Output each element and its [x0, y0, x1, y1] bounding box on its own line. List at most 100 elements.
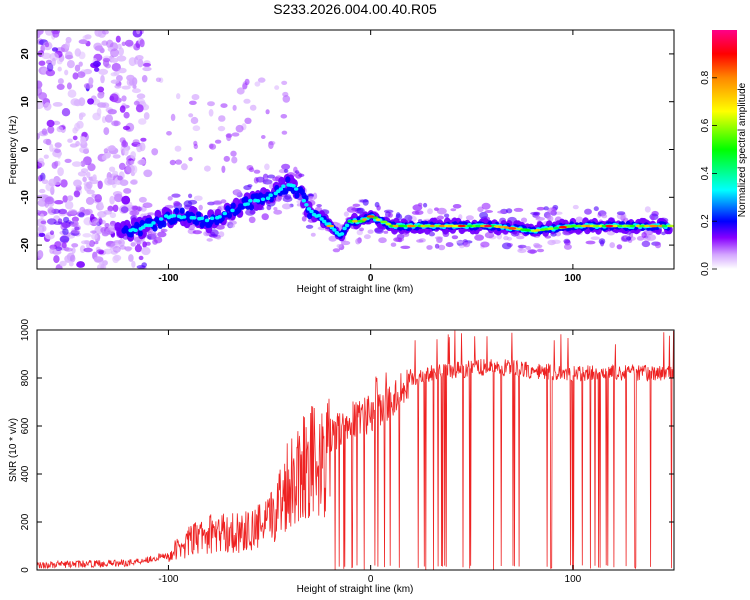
heatmap-cell: [39, 188, 46, 194]
heatmap-cell: [267, 174, 276, 179]
heatmap-cell: [361, 218, 368, 221]
heatmap-cell: [53, 255, 60, 264]
spectrogram-heatmap: [37, 30, 674, 269]
heatmap-cell: [136, 30, 141, 35]
heatmap-cell: [520, 217, 528, 223]
heatmap-cell: [150, 233, 158, 241]
heatmap-cell: [74, 226, 80, 231]
heatmap-cell: [115, 35, 121, 43]
heatmap-cell: [91, 218, 101, 226]
heatmap-cell: [73, 179, 82, 187]
heatmap-cell: [114, 84, 122, 89]
heatmap-cell: [244, 78, 250, 86]
heatmap-cell: [47, 125, 55, 134]
heatmap-cell: [236, 87, 245, 95]
heatmap-cell: [70, 254, 76, 263]
heatmap-cell: [534, 228, 541, 232]
heatmap-cell: [243, 98, 251, 104]
heatmap-cell: [102, 57, 111, 63]
heatmap-cell: [383, 230, 389, 234]
heatmap-cell: [355, 238, 361, 245]
heatmap-cell: [245, 202, 250, 206]
heatmap-cell: [626, 236, 632, 241]
heatmap-cell: [38, 232, 46, 237]
heatmap-cell: [43, 102, 52, 111]
heatmap-cell: [38, 157, 44, 164]
heatmap-cell: [181, 215, 187, 219]
heatmap-cell: [129, 210, 140, 217]
heatmap-cell: [400, 245, 411, 249]
heatmap-cell: [110, 72, 118, 77]
heatmap-cell: [283, 168, 289, 173]
heatmap-cell: [137, 159, 147, 166]
spectrogram-y-axis-label: Frequency (Hz): [8, 116, 19, 185]
heatmap-cell: [437, 237, 443, 243]
heatmap-cell: [254, 81, 261, 87]
colorbar-ticks: 0.0 0.2 0.4 0.6 0.8: [700, 70, 717, 276]
heatmap-cell: [558, 225, 567, 229]
heatmap-cell: [418, 202, 423, 207]
heatmap-cell: [71, 161, 82, 167]
heatmap-cell: [278, 187, 284, 191]
heatmap-cell: [301, 198, 306, 203]
heatmap-cell: [548, 215, 554, 222]
heatmap-cell: [148, 223, 154, 228]
heatmap-cell: [62, 195, 68, 203]
heatmap-cell: [41, 179, 49, 185]
heatmap-cell: [508, 227, 517, 230]
heatmap-cell: [265, 109, 270, 115]
heatmap-cell: [68, 209, 78, 215]
heatmap-cell: [138, 118, 147, 125]
snr-y-tick-label: 800: [20, 369, 31, 386]
heatmap-cell: [63, 216, 70, 223]
heatmap-cell: [174, 207, 180, 215]
heatmap-cell: [609, 242, 615, 249]
heatmap-cell: [366, 215, 375, 218]
heatmap-cell: [83, 247, 93, 253]
heatmap-cell: [650, 215, 655, 221]
heatmap-cell: [462, 241, 471, 248]
heatmap-cell: [176, 93, 181, 100]
heatmap-cell: [306, 207, 312, 211]
heatmap-cell: [427, 208, 433, 215]
heatmap-cell: [142, 202, 153, 208]
heatmap-cell: [231, 132, 240, 137]
heatmap-cell: [141, 75, 148, 83]
heatmap-cell: [316, 213, 322, 218]
heatmap-cell: [38, 92, 48, 100]
heatmap-cell: [388, 212, 393, 218]
heatmap-cell: [142, 241, 147, 248]
heatmap-cell: [94, 67, 100, 72]
heatmap-cell: [644, 206, 651, 213]
heatmap-cell: [342, 226, 347, 231]
heatmap-cell: [44, 201, 49, 208]
heatmap-cell: [641, 240, 651, 248]
heatmap-cell: [101, 155, 108, 161]
heatmap-cell: [193, 143, 198, 150]
heatmap-cell: [77, 171, 87, 177]
heatmap-cell: [38, 60, 46, 66]
heatmap-cell: [132, 139, 140, 145]
heatmap-cell: [61, 108, 71, 117]
heatmap-cell: [135, 55, 144, 61]
heatmap-cell: [444, 213, 450, 218]
heatmap-cell: [60, 179, 68, 188]
snr-background: [37, 330, 674, 570]
snr-y-axis-label: SNR (10 * v/v): [8, 418, 19, 482]
heatmap-cell: [605, 224, 614, 228]
heatmap-cell: [218, 115, 226, 122]
heatmap-cell: [109, 247, 118, 251]
heatmap-cell: [222, 211, 227, 216]
heatmap-cell: [107, 205, 114, 212]
heatmap-cell: [617, 224, 623, 228]
heatmap-cell: [57, 218, 63, 225]
heatmap-cell: [145, 241, 151, 246]
heatmap-cell: [356, 207, 365, 214]
heatmap-cell: [385, 222, 392, 226]
spectrogram-x-tick-label: 100: [565, 273, 582, 284]
heatmap-cell: [209, 216, 215, 221]
heatmap-cell: [94, 45, 104, 52]
heatmap-cell: [152, 225, 158, 232]
heatmap-cell: [291, 184, 296, 188]
